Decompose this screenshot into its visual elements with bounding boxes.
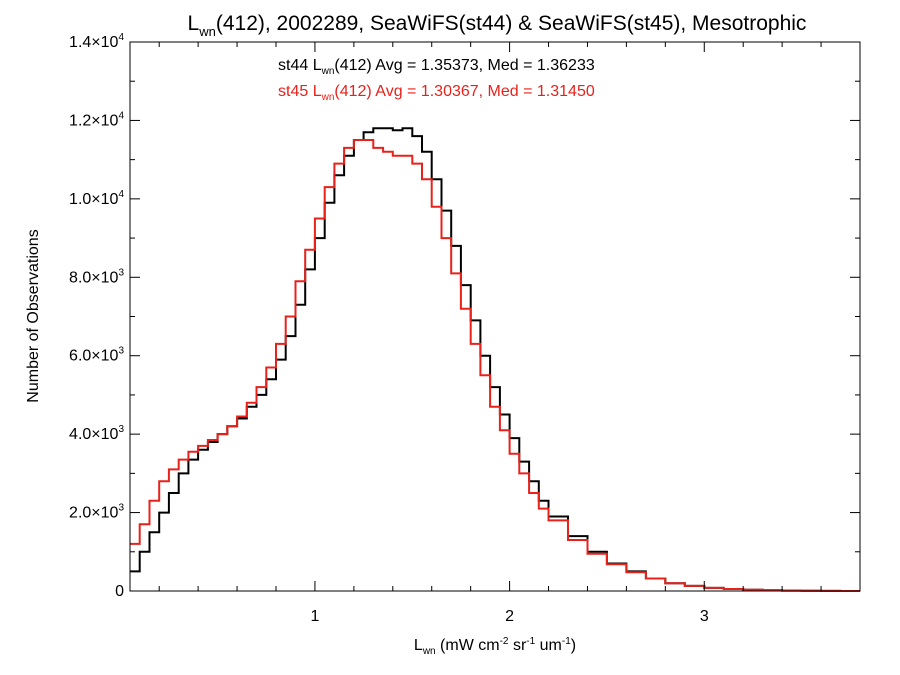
y-tick-label: 4.0×103 bbox=[69, 424, 124, 443]
y-tick-label: 6.0×103 bbox=[69, 346, 124, 365]
x-tick-label: 1 bbox=[310, 608, 319, 625]
y-axis-label: Number of Observations bbox=[25, 229, 42, 402]
x-axis-label: Lwn (mW cm-2 sr-1 um-1) bbox=[414, 636, 576, 657]
legend-annotation-st44: st44 Lwn(412) Avg = 1.35373, Med = 1.362… bbox=[278, 57, 595, 77]
x-tick-label: 2 bbox=[505, 608, 514, 625]
y-tick-label: 1.0×104 bbox=[69, 189, 124, 208]
series-layer bbox=[130, 127, 860, 592]
y-axis: 0 2.0×103 4.0×103 6.0×103 8.0×103 1.0×104 1.2×… bbox=[69, 32, 860, 600]
y-tick-label: 1.4×104 bbox=[69, 32, 124, 51]
y-tick-label: 1.2×104 bbox=[69, 110, 124, 129]
chart-title: Lwn(412), 2002289, SeaWiFS(st44) & SeaWi… bbox=[188, 12, 807, 39]
x-axis: 1 2 3 bbox=[158, 42, 822, 625]
series-line-st45 bbox=[130, 139, 860, 592]
y-tick-label: 2.0×103 bbox=[69, 503, 124, 522]
legend-annotation-st45: st45 Lwn(412) Avg = 1.30367, Med = 1.314… bbox=[278, 83, 595, 103]
x-tick-label: 3 bbox=[700, 608, 709, 625]
y-tick-label: 8.0×103 bbox=[69, 267, 124, 286]
y-tick-label: 0 bbox=[115, 583, 124, 600]
